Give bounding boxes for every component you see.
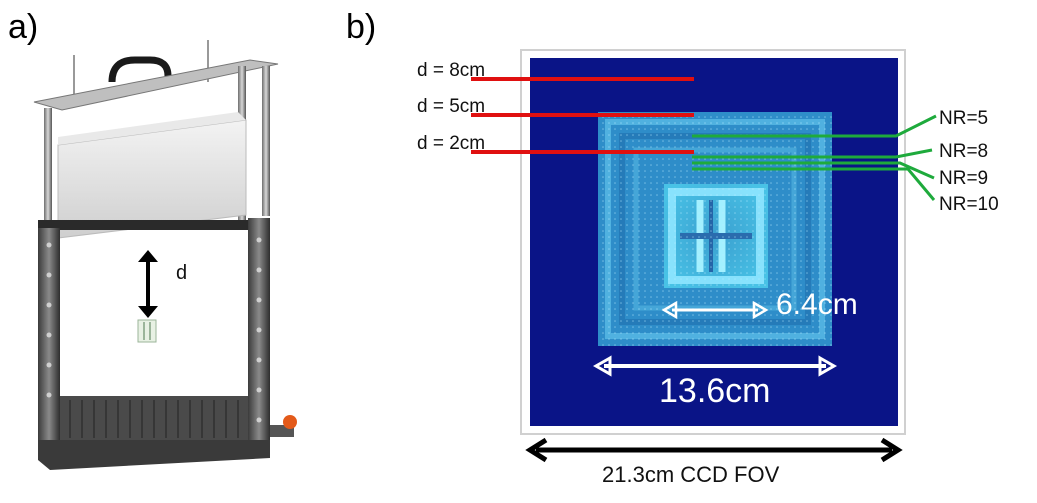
nr-line-5 (692, 114, 937, 138)
valve-knob (283, 415, 297, 429)
test-target (137, 319, 157, 343)
depth-label-5cm: d = 5cm (417, 96, 486, 117)
fov-label: 21.3cm CCD FOV (602, 462, 780, 487)
nr-label-5: NR=5 (939, 108, 989, 129)
d-arrow-head-up (138, 250, 158, 262)
tank-left-wall (38, 228, 60, 448)
nr-label-8: NR=8 (939, 141, 989, 162)
panel-b-label: b) (346, 8, 377, 46)
nr-line-9 (692, 161, 935, 180)
nr-label-10: NR=10 (939, 194, 999, 215)
tank-bottom (38, 440, 270, 470)
depth-label-2cm: d = 2cm (417, 133, 486, 154)
white-block-top (58, 112, 246, 145)
d-label: d (176, 262, 188, 284)
top-bar (33, 59, 279, 111)
handle (108, 56, 172, 83)
nr-line-10 (692, 167, 936, 201)
rod-left (44, 108, 52, 228)
inner-dimension-label: 6.4cm (776, 288, 858, 321)
tank-right-wall (248, 218, 270, 450)
tank-top-rim (38, 220, 268, 230)
panel-a-label: a) (8, 8, 39, 46)
nr-label-9: NR=9 (939, 168, 989, 189)
depth-label-8cm: d = 8cm (417, 60, 486, 81)
rod-right (262, 66, 270, 216)
nr-line-8 (692, 148, 933, 159)
d-arrow-head-down (138, 306, 158, 318)
outer-dimension-label: 13.6cm (659, 372, 771, 410)
